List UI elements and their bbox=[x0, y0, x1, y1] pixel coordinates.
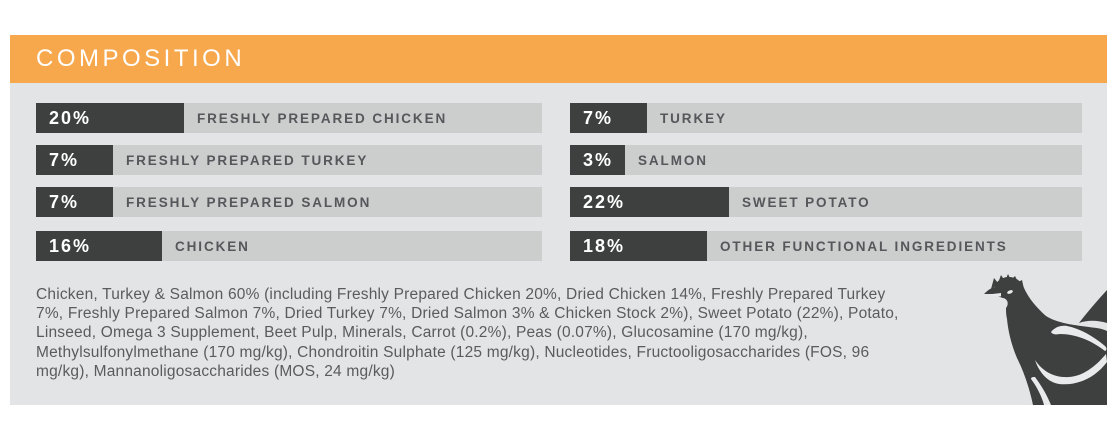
bar-percent: 22% bbox=[583, 191, 626, 212]
bar-fill: 7% bbox=[570, 103, 647, 133]
bar-label: FRESHLY PREPARED CHICKEN bbox=[197, 110, 448, 126]
bar-column-right: 7% TURKEY 3% SALMON 22% SWEET POTATO 18% bbox=[570, 83, 1082, 261]
bar-row-salmon: 3% SALMON bbox=[570, 145, 1082, 175]
bar-percent: 18% bbox=[583, 235, 626, 256]
bar-label: FRESHLY PREPARED TURKEY bbox=[126, 152, 369, 168]
bar-fill: 16% bbox=[36, 231, 162, 261]
bar-percent: 3% bbox=[583, 149, 614, 170]
bar-percent: 20% bbox=[49, 107, 92, 128]
bar-label: SALMON bbox=[638, 152, 708, 168]
bar-fill: 3% bbox=[570, 145, 625, 175]
bar-percent: 7% bbox=[49, 149, 80, 170]
bar-percent: 16% bbox=[49, 235, 92, 256]
bar-fill: 22% bbox=[570, 187, 729, 217]
bar-label: SWEET POTATO bbox=[742, 194, 871, 210]
bar-percent: 7% bbox=[49, 191, 80, 212]
bar-fill: 20% bbox=[36, 103, 184, 133]
bar-fill: 7% bbox=[36, 187, 113, 217]
bar-label: TURKEY bbox=[660, 110, 727, 126]
page-title: COMPOSITION bbox=[36, 45, 246, 72]
bar-percent: 7% bbox=[583, 107, 614, 128]
bar-row-chicken: 16% CHICKEN bbox=[36, 231, 542, 261]
bar-row-sweet-potato: 22% SWEET POTATO bbox=[570, 187, 1082, 217]
ingredients-paragraph: Chicken, Turkey & Salmon 60% (including … bbox=[36, 286, 899, 380]
bar-fill: 18% bbox=[570, 231, 707, 261]
bar-row-freshly-prepared-turkey: 7% FRESHLY PREPARED TURKEY bbox=[36, 145, 542, 175]
bar-row-turkey: 7% TURKEY bbox=[570, 103, 1082, 133]
composition-panel: COMPOSITION 20% FRESHLY PREPARED CHICKEN… bbox=[10, 35, 1107, 405]
bar-label: OTHER FUNCTIONAL INGREDIENTS bbox=[720, 238, 1008, 254]
rooster-silhouette-icon bbox=[984, 274, 1107, 405]
bar-column-left: 20% FRESHLY PREPARED CHICKEN 7% FRESHLY … bbox=[36, 83, 542, 261]
bar-fill: 7% bbox=[36, 145, 113, 175]
bar-label: FRESHLY PREPARED SALMON bbox=[126, 194, 372, 210]
bar-row-freshly-prepared-salmon: 7% FRESHLY PREPARED SALMON bbox=[36, 187, 542, 217]
bar-label: CHICKEN bbox=[175, 238, 250, 254]
bar-row-freshly-prepared-chicken: 20% FRESHLY PREPARED CHICKEN bbox=[36, 103, 542, 133]
section-header: COMPOSITION bbox=[10, 35, 1107, 83]
bar-row-other-functional-ingredients: 18% OTHER FUNCTIONAL INGREDIENTS bbox=[570, 231, 1082, 261]
